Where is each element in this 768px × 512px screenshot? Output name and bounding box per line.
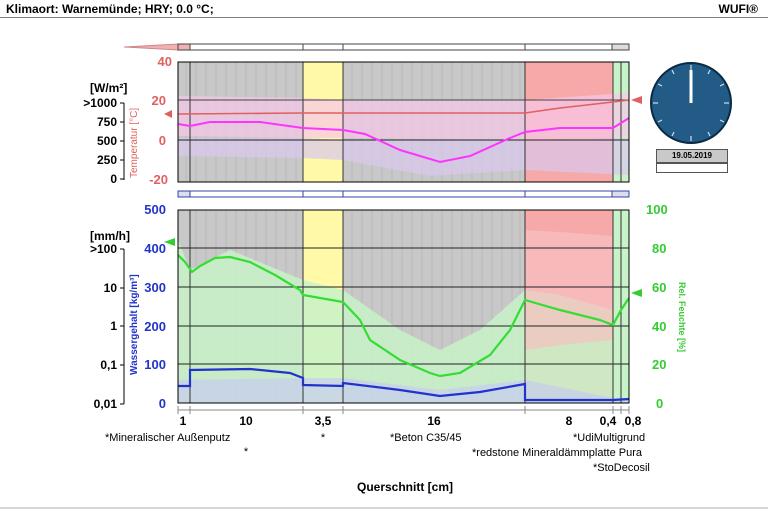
- thickness-labels: 1 10 3,5 16 8 0,4 0,8: [180, 414, 642, 428]
- rh-tick: 100: [646, 202, 668, 217]
- temp-tick: -20: [149, 172, 168, 187]
- top-left-tick: 500: [97, 134, 117, 148]
- bottom-left-tick: 0,1: [100, 358, 117, 372]
- material-star: *: [321, 432, 326, 444]
- x-axis-label: Querschnitt [cm]: [357, 480, 453, 494]
- rh-tick: 40: [652, 319, 666, 334]
- temperature-line: [177, 99, 630, 115]
- thickness-label: 16: [427, 414, 441, 428]
- thickness-label: 10: [239, 414, 253, 428]
- water-tick: 200: [144, 319, 166, 334]
- moisture-flux-curve: [177, 117, 630, 164]
- rh-tick: 60: [652, 280, 666, 295]
- top-left-tick: 0: [110, 172, 117, 186]
- clock-date: 19.05.2019: [656, 149, 728, 163]
- clock-progress-bar: [656, 163, 728, 173]
- bottom-left-axis-title: [mm/h]: [90, 229, 130, 243]
- bottom-chart: [164, 209, 642, 404]
- rh-axis: 100 80 60 40 20 0 Rel. Feuchte [%]: [646, 202, 687, 411]
- material-label: *Mineralischer Außenputz: [105, 432, 230, 444]
- footer-divider: [0, 507, 768, 509]
- temp-tick: 20: [152, 93, 166, 108]
- water-axis-title: Wassergehalt [kg/m³]: [129, 274, 140, 375]
- rh-axis-title: Rel. Feuchte [%]: [677, 282, 687, 352]
- top-left-tick: >1000: [83, 96, 117, 110]
- bottom-left-tick: 0,01: [94, 397, 118, 411]
- bottom-left-axis: [mm/h] >100 10 1 0,1 0,01: [90, 229, 130, 411]
- thickness-label: 8: [566, 414, 573, 428]
- clock: [650, 62, 732, 144]
- rh-marker-right: [631, 289, 642, 297]
- water-tick: 300: [144, 280, 166, 295]
- top-left-tick: 250: [97, 153, 117, 167]
- water-tick: 500: [144, 202, 166, 217]
- rh-tick: 80: [652, 241, 666, 256]
- temp-axis-title: Temperatur [°C]: [129, 108, 140, 178]
- top-chart: [164, 61, 642, 183]
- thickness-label: 0,8: [625, 414, 642, 428]
- thickness-label: 0,4: [600, 414, 617, 428]
- middle-layer-strip: [177, 190, 630, 198]
- temp-tick: 0: [159, 133, 166, 148]
- temp-marker-left: [164, 110, 172, 118]
- top-layer-strip: [123, 43, 630, 51]
- rh-marker-left: [164, 238, 175, 246]
- thickness-label: 1: [180, 414, 187, 428]
- material-label: *StoDecosil: [593, 462, 650, 474]
- material-star: *: [244, 446, 249, 458]
- water-tick: 100: [144, 357, 166, 372]
- header-divider: [0, 17, 768, 18]
- header-title: Klimaort: Warnemünde; HRY; 0.0 °C;: [6, 2, 214, 16]
- material-label: *UdiMultigrund: [573, 432, 645, 444]
- material-labels: *Mineralischer Außenputz * * *Beton C35/…: [105, 432, 650, 474]
- temp-tick: 40: [158, 54, 172, 69]
- rh-curve: [177, 254, 630, 378]
- material-label: *redstone Mineraldämmplatte Pura: [472, 447, 643, 459]
- x-ruler: [177, 406, 630, 414]
- top-left-axis-title: [W/m²]: [90, 81, 127, 95]
- temp-axis: 40 20 0 -20 Temperatur [°C]: [129, 54, 172, 187]
- thickness-label: 3,5: [315, 414, 332, 428]
- bottom-left-tick: 1: [110, 319, 117, 333]
- water-axis: 500 400 300 200 100 0 Wassergehalt [kg/m…: [129, 202, 166, 411]
- rh-tick: 20: [652, 357, 666, 372]
- header-brand: WUFI®: [718, 2, 759, 16]
- bottom-left-tick: 10: [104, 281, 118, 295]
- bottom-left-tick: >100: [90, 242, 117, 256]
- water-tick: 400: [144, 241, 166, 256]
- temp-marker-right: [631, 96, 642, 104]
- top-left-tick: 750: [97, 115, 117, 129]
- rh-tick: 0: [656, 396, 663, 411]
- water-content-curve: [178, 367, 630, 402]
- water-tick: 0: [159, 396, 166, 411]
- material-label: *Beton C35/45: [390, 432, 462, 444]
- top-left-axis: [W/m²] >1000 750 500 250 0: [83, 81, 127, 186]
